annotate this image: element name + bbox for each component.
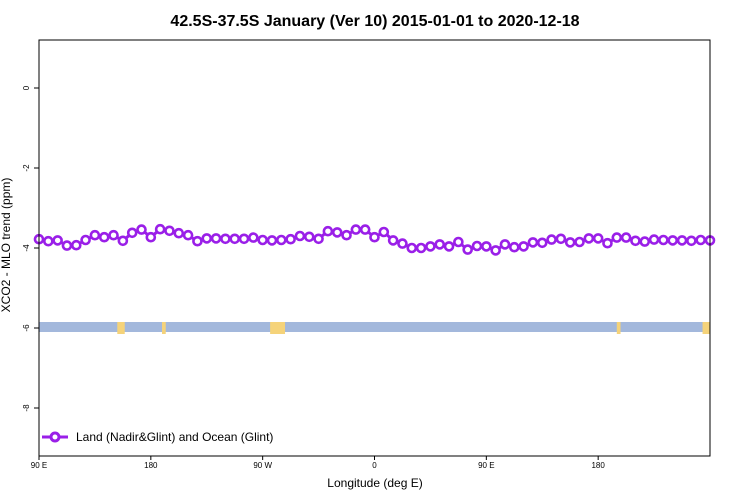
data-point: [620, 232, 632, 243]
data-point: [182, 229, 194, 241]
data-point: [574, 236, 585, 248]
data-point: [98, 231, 110, 243]
data-point: [592, 233, 604, 244]
data-point: [648, 234, 660, 245]
data-point: [303, 231, 315, 243]
data-point: [201, 233, 213, 244]
data-point: [397, 238, 408, 249]
y-tick-label: 0: [22, 85, 31, 90]
data-point: [117, 235, 129, 247]
data-point: [387, 235, 399, 246]
data-point: [257, 234, 268, 246]
data-point: [499, 239, 511, 250]
data-point: [350, 224, 362, 235]
data-point: [602, 237, 613, 249]
data-point: [695, 234, 706, 246]
x-tick-label: 90 E: [478, 461, 494, 470]
data-point: [164, 225, 175, 237]
y-tick-label: -4: [22, 244, 31, 252]
data-point: [220, 233, 231, 245]
data-point: [43, 235, 54, 247]
data-point: [508, 241, 520, 253]
data-point: [238, 233, 250, 245]
data-point: [555, 233, 567, 245]
land-segment: [702, 322, 710, 334]
data-point: [248, 232, 259, 243]
x-tick-label: 180: [591, 461, 605, 470]
data-point: [630, 235, 641, 247]
x-tick-label: 0: [372, 461, 377, 470]
x-axis-title: Longitude (deg E): [327, 476, 422, 490]
data-point: [490, 245, 501, 256]
data-point: [406, 242, 418, 254]
data-point: [136, 224, 147, 235]
data-point: [173, 227, 185, 239]
data-point: [527, 237, 539, 248]
data-point: [471, 240, 483, 252]
data-point: [145, 231, 157, 243]
x-tick-label: 90 W: [253, 461, 272, 470]
data-point: [192, 235, 203, 247]
data-point: [564, 237, 576, 248]
ocean-band: [39, 322, 710, 332]
land-segment: [270, 322, 286, 334]
data-point: [294, 230, 306, 242]
data-point: [639, 236, 651, 247]
legend-marker-swatch: [49, 431, 61, 443]
data-point: [266, 235, 278, 246]
data-point: [518, 241, 529, 252]
legend-label: Land (Nadir&Glint) and Ocean (Glint): [76, 430, 273, 444]
data-point: [378, 226, 390, 238]
data-point: [453, 236, 464, 248]
data-point: [462, 244, 473, 255]
data-point: [210, 233, 222, 244]
data-point: [658, 234, 669, 246]
data-point: [481, 241, 492, 252]
data-point: [583, 233, 595, 244]
data-point: [313, 233, 324, 245]
data-point: [285, 233, 296, 245]
y-axis-title: XCO2 - MLO trend (ppm): [0, 178, 13, 313]
x-axis: 90 E 180 90 W 0 90 E 180: [31, 456, 605, 470]
data-point: [667, 235, 679, 246]
land-segment: [162, 322, 166, 334]
y-axis: 0 -2 -4 -6 -8: [22, 85, 39, 412]
data-point: [434, 239, 446, 250]
data-point: [89, 229, 101, 241]
data-point: [126, 227, 138, 239]
legend: Land (Nadir&Glint) and Ocean (Glint): [42, 430, 273, 444]
data-point: [322, 225, 334, 237]
data-point: [686, 235, 697, 247]
x-tick-label: 180: [144, 461, 158, 470]
data-point: [229, 233, 241, 245]
data-point: [369, 231, 380, 243]
data-point: [80, 234, 91, 246]
data-point: [359, 224, 371, 235]
data-point: [276, 234, 287, 246]
land-ocean-band: [39, 322, 710, 334]
land-segment: [616, 322, 621, 334]
data-point: [154, 223, 166, 235]
data-point: [611, 232, 623, 243]
chart-title: 42.5S-37.5S January (Ver 10) 2015-01-01 …: [170, 13, 579, 30]
data-point: [341, 229, 352, 241]
data-point: [70, 239, 82, 251]
land-segment: [117, 322, 125, 334]
data-point: [108, 229, 119, 241]
data-point: [415, 242, 427, 254]
y-tick-label: -2: [22, 164, 31, 172]
x-tick-label: 90 E: [31, 461, 47, 470]
y-tick-label: -6: [22, 324, 31, 332]
data-point: [331, 227, 343, 238]
data-point: [52, 235, 63, 246]
data-point: [536, 237, 548, 249]
data-point: [676, 235, 688, 246]
data-point: [425, 241, 436, 252]
data-point: [443, 241, 455, 252]
data-point: [61, 240, 73, 251]
y-tick-label: -8: [22, 404, 31, 412]
data-point: [546, 234, 557, 245]
